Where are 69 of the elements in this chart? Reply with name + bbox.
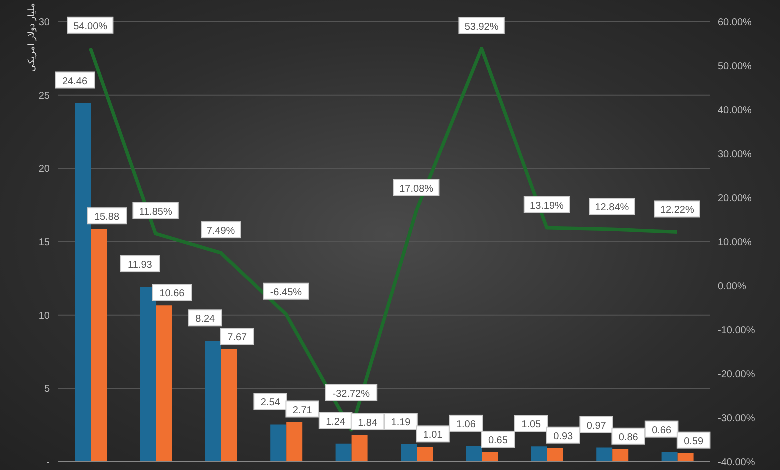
data-label: 0.86 <box>618 432 639 444</box>
bar <box>270 424 287 462</box>
y2-tick-label: 10.00% <box>718 238 752 249</box>
data-label: 53.92% <box>464 22 499 33</box>
y2-tick-label: 50.00% <box>718 62 752 73</box>
y2-tick-label: -30.00% <box>718 414 756 425</box>
data-label: 15.88 <box>94 212 120 224</box>
y-tick-label: 5 <box>44 384 50 396</box>
bar <box>596 448 613 462</box>
bar <box>91 229 107 462</box>
y2-tick-label: 30.00% <box>718 150 752 161</box>
data-label: 1.05 <box>522 420 542 431</box>
data-label: 7.67 <box>228 332 248 344</box>
y-tick-label: 10 <box>38 310 50 322</box>
data-label: 1.01 <box>423 430 444 442</box>
data-label: 7.49% <box>206 226 236 238</box>
data-label: 11.85% <box>139 206 172 218</box>
bar <box>466 446 482 462</box>
data-label: 0.65 <box>488 435 508 446</box>
y-tick-label: 30 <box>38 18 50 29</box>
data-label: 1.84 <box>358 418 378 430</box>
y-tick-label: 25 <box>38 90 50 102</box>
bar <box>531 446 548 462</box>
y2-tick-label: -10.00% <box>718 326 756 337</box>
y2-tick-label: -20.00% <box>718 370 756 381</box>
y2-tick-label: 40.00% <box>718 106 752 117</box>
data-label: 0.66 <box>652 425 672 436</box>
y2-tick-label: 0.00% <box>718 282 746 293</box>
data-label: -32.72% <box>332 388 370 400</box>
bar <box>75 103 91 462</box>
bar <box>336 444 352 462</box>
y2-tick-label: 20.00% <box>718 194 752 205</box>
data-label: 54.00% <box>74 21 108 32</box>
bar <box>401 444 417 462</box>
y-tick-label: - <box>46 458 50 469</box>
data-label: 1.06 <box>456 419 476 430</box>
y2-tick-label: 60.00% <box>718 18 752 29</box>
bar <box>156 306 172 462</box>
data-label: -6.45% <box>270 287 302 298</box>
y-tick-label: 20 <box>38 164 50 176</box>
data-label: 11.93 <box>128 260 153 272</box>
y2-tick-label: -40.00% <box>718 458 756 469</box>
data-label: 0.59 <box>684 436 704 448</box>
data-label: 12.84% <box>595 202 630 214</box>
bar <box>286 422 303 462</box>
bar <box>612 449 629 462</box>
data-label: 12.22% <box>660 205 694 216</box>
data-label: 1.19 <box>391 418 412 429</box>
data-label: 0.93 <box>554 431 574 442</box>
data-label: 8.24 <box>196 314 216 326</box>
y-tick-label: 15 <box>38 238 50 249</box>
data-label: 10.66 <box>160 288 186 300</box>
data-label: 2.71 <box>292 405 313 416</box>
bar <box>140 287 156 462</box>
bar <box>547 448 564 462</box>
y-axis-title: مليار دولار امريكي <box>26 2 38 72</box>
data-label: 17.08% <box>400 184 434 195</box>
bar <box>417 447 433 462</box>
data-label: 0.97 <box>586 420 607 432</box>
bar <box>662 452 678 462</box>
data-label: 24.46 <box>62 76 88 88</box>
bar <box>352 435 368 462</box>
data-label: 1.24 <box>326 416 346 428</box>
bar <box>221 350 238 462</box>
bar <box>678 453 694 462</box>
bar <box>482 452 498 462</box>
data-label: 2.54 <box>260 398 281 409</box>
data-label: 13.19% <box>530 200 564 212</box>
bar <box>205 341 222 462</box>
